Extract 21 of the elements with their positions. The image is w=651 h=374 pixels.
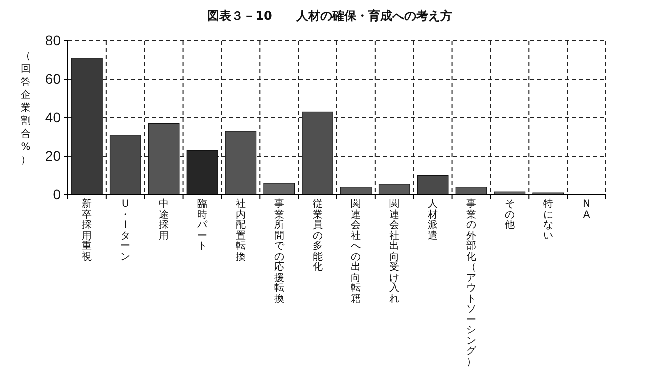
x-tick-label: 臨時パート (196, 199, 208, 252)
x-tick-label: 中途採用 (158, 199, 170, 242)
category-label: 事業所間での応援転換 (274, 199, 284, 304)
x-tick-label: 社内配置転換 (234, 199, 247, 263)
y-tick-label: 20 (45, 148, 62, 164)
x-tick-label: 特にない (542, 199, 554, 242)
y-tick-label: 0 (53, 186, 62, 202)
x-tick-label: その他 (504, 199, 516, 232)
x-tick-label: NA (582, 199, 592, 221)
x-tick-label: U・Iターン (120, 199, 132, 263)
category-label: 関連会社への出向転籍 (351, 199, 362, 304)
text: （回答企業割合 %） (21, 51, 31, 166)
category-label: 事業の外部化（アウトソーシング） (466, 199, 476, 368)
chart-title: 図表３－10 人材の確保・育成への考え方 (208, 9, 452, 23)
category-label: 関連会社出向受け入れ (390, 199, 400, 304)
x-tick-label: 新卒採用重視 (81, 199, 94, 263)
y-tick-label: 40 (45, 109, 62, 126)
y-tick-label: 60 (45, 70, 62, 87)
x-tick-label: 人材派遣 (427, 199, 440, 242)
x-tick-label: 従業員の多能化 (312, 199, 324, 274)
y-tick-label: 80 (45, 32, 62, 48)
